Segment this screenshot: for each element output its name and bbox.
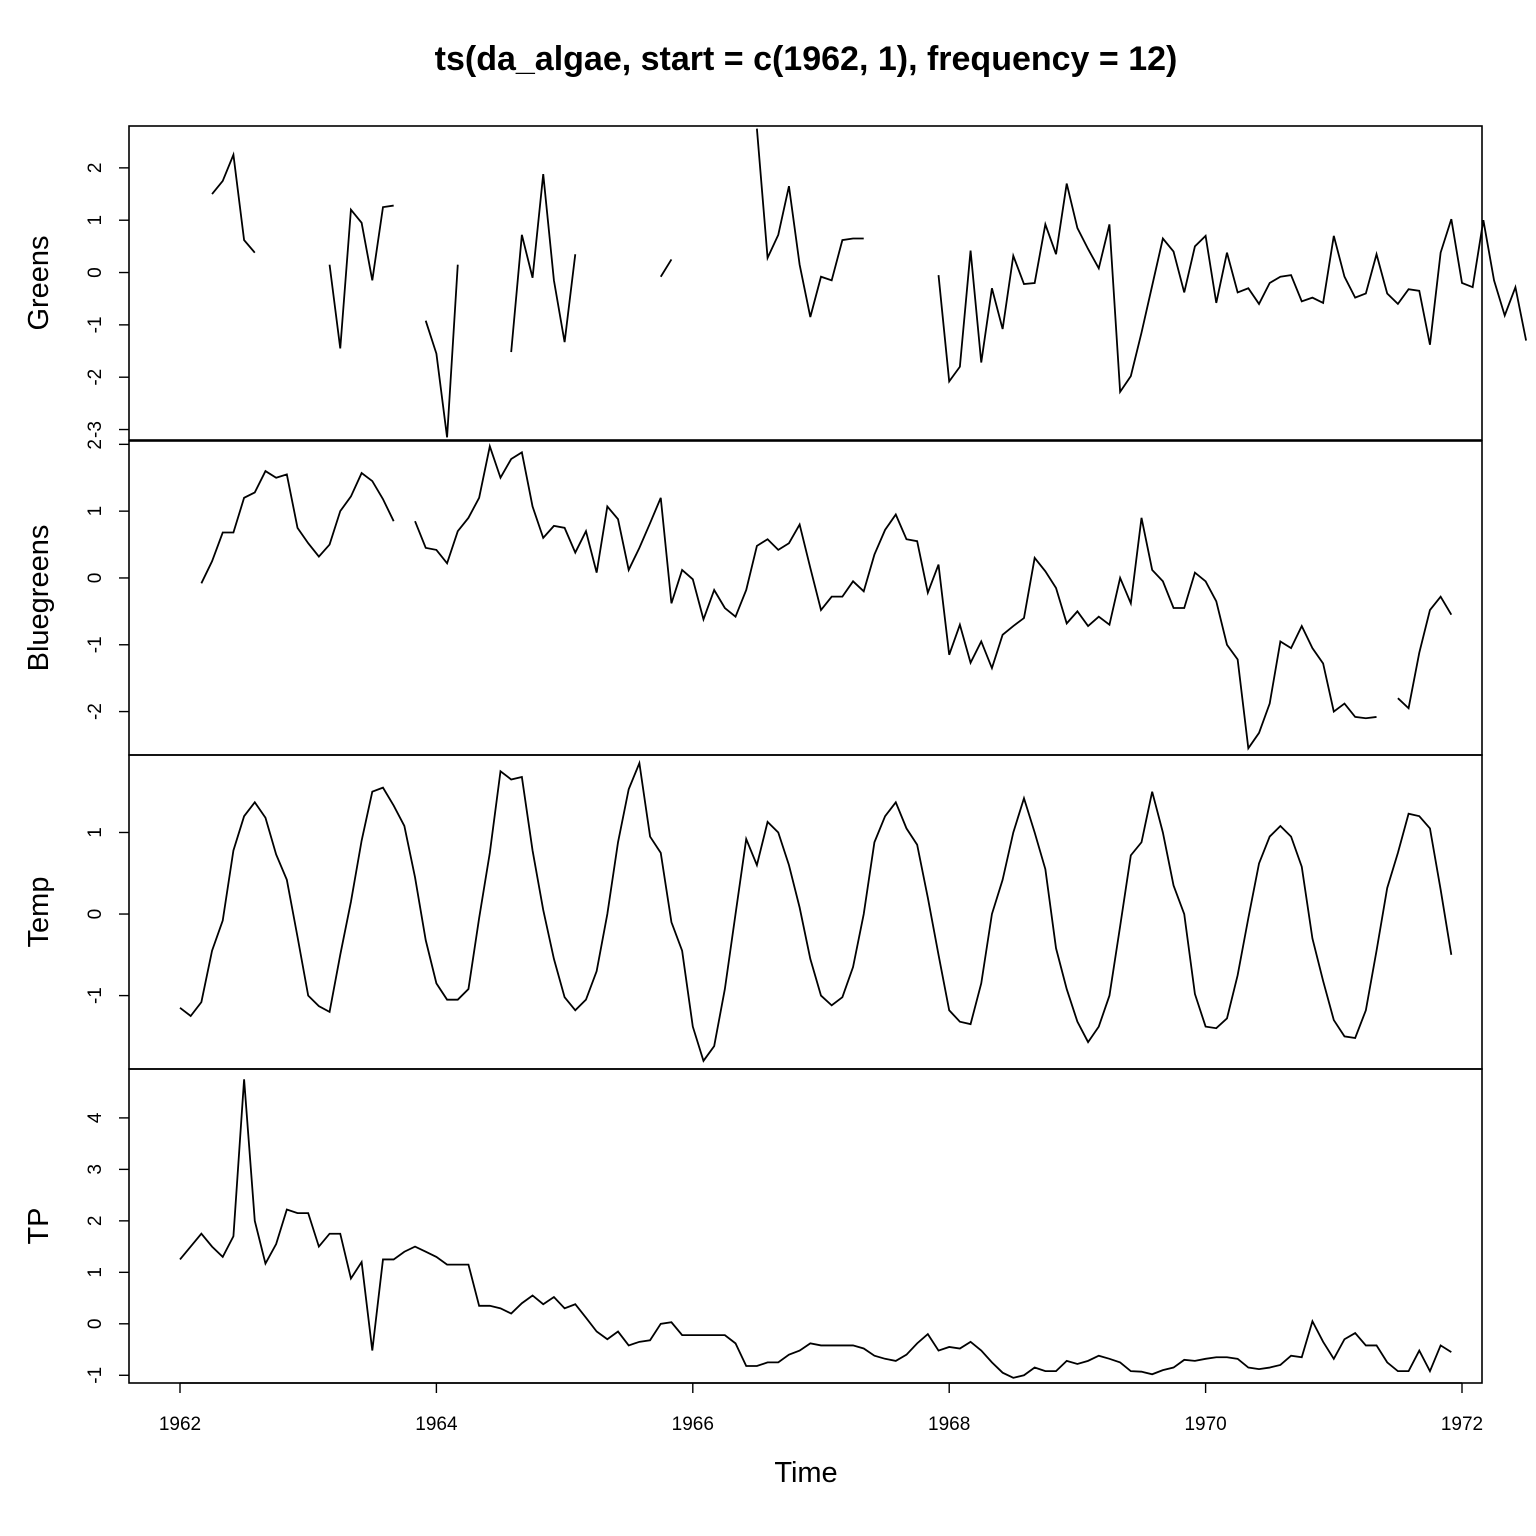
y-tick-label: 0 xyxy=(85,573,106,584)
panel-greens: Greens -3 -2 -1 0 1 2 xyxy=(23,125,1527,441)
panel-frame xyxy=(128,1068,1483,1384)
y-axis-label: TP xyxy=(23,1207,55,1244)
x-tick-label: 1964 xyxy=(415,1414,458,1435)
y-tick-label: 1 xyxy=(85,215,106,226)
panel-frame xyxy=(128,125,1483,441)
chart-title: ts(da_algae, start = c(1962, 1), frequen… xyxy=(435,40,1178,78)
panel-frame xyxy=(128,754,1483,1070)
panel-frame xyxy=(128,440,1483,756)
series-line-greens xyxy=(211,128,1527,438)
y-tick-label: 4 xyxy=(85,1112,106,1123)
y-axis-label: Bluegreens xyxy=(23,525,55,672)
y-tick-label: 3 xyxy=(85,1164,106,1175)
y-axis-label: Greens xyxy=(23,235,55,330)
series-line-temp xyxy=(179,759,1453,1063)
series-line-tp xyxy=(179,1079,1452,1379)
x-tick-label: 1968 xyxy=(928,1414,970,1435)
panels-group: Greens -3 -2 -1 0 1 2 Bluegreens -2 -1 0 1 2 Temp -1 0 1… xyxy=(23,125,1527,1384)
panel-temp: Temp -1 0 1 xyxy=(23,754,1483,1070)
y-axis-label: Temp xyxy=(23,877,55,948)
y-tick-label: -2 xyxy=(85,703,106,720)
y-tick-label: 2 xyxy=(85,439,106,450)
y-tick-label: 2 xyxy=(85,1216,106,1227)
y-tick-label: -1 xyxy=(85,636,106,653)
y-tick-label: 1 xyxy=(85,506,106,517)
panel-bluegreens: Bluegreens -2 -1 0 1 2 xyxy=(23,439,1483,756)
y-tick-label: 0 xyxy=(85,909,106,920)
y-tick-label: 0 xyxy=(85,1319,106,1330)
y-tick-label: -3 xyxy=(85,421,106,438)
y-tick-label: -2 xyxy=(85,369,106,386)
panel-tp: TP -1 0 1 2 3 4 xyxy=(23,1068,1483,1384)
y-tick-label: 1 xyxy=(85,1267,106,1278)
x-tick-label: 1972 xyxy=(1441,1414,1483,1435)
y-tick-label: 2 xyxy=(85,163,106,174)
y-tick-label: -1 xyxy=(85,987,106,1004)
y-tick-label: 0 xyxy=(85,267,106,278)
x-tick-label: 1966 xyxy=(672,1414,714,1435)
y-tick-label: -1 xyxy=(85,316,106,333)
x-axis: 1962 1964 1966 1968 1970 1972 xyxy=(159,1382,1483,1435)
y-tick-label: 1 xyxy=(85,827,106,838)
x-tick-label: 1970 xyxy=(1184,1414,1226,1435)
y-tick-label: -1 xyxy=(85,1367,106,1384)
x-tick-label: 1962 xyxy=(159,1414,201,1435)
x-axis-label: Time xyxy=(774,1457,837,1489)
series-line-bluegreens xyxy=(200,442,1453,751)
